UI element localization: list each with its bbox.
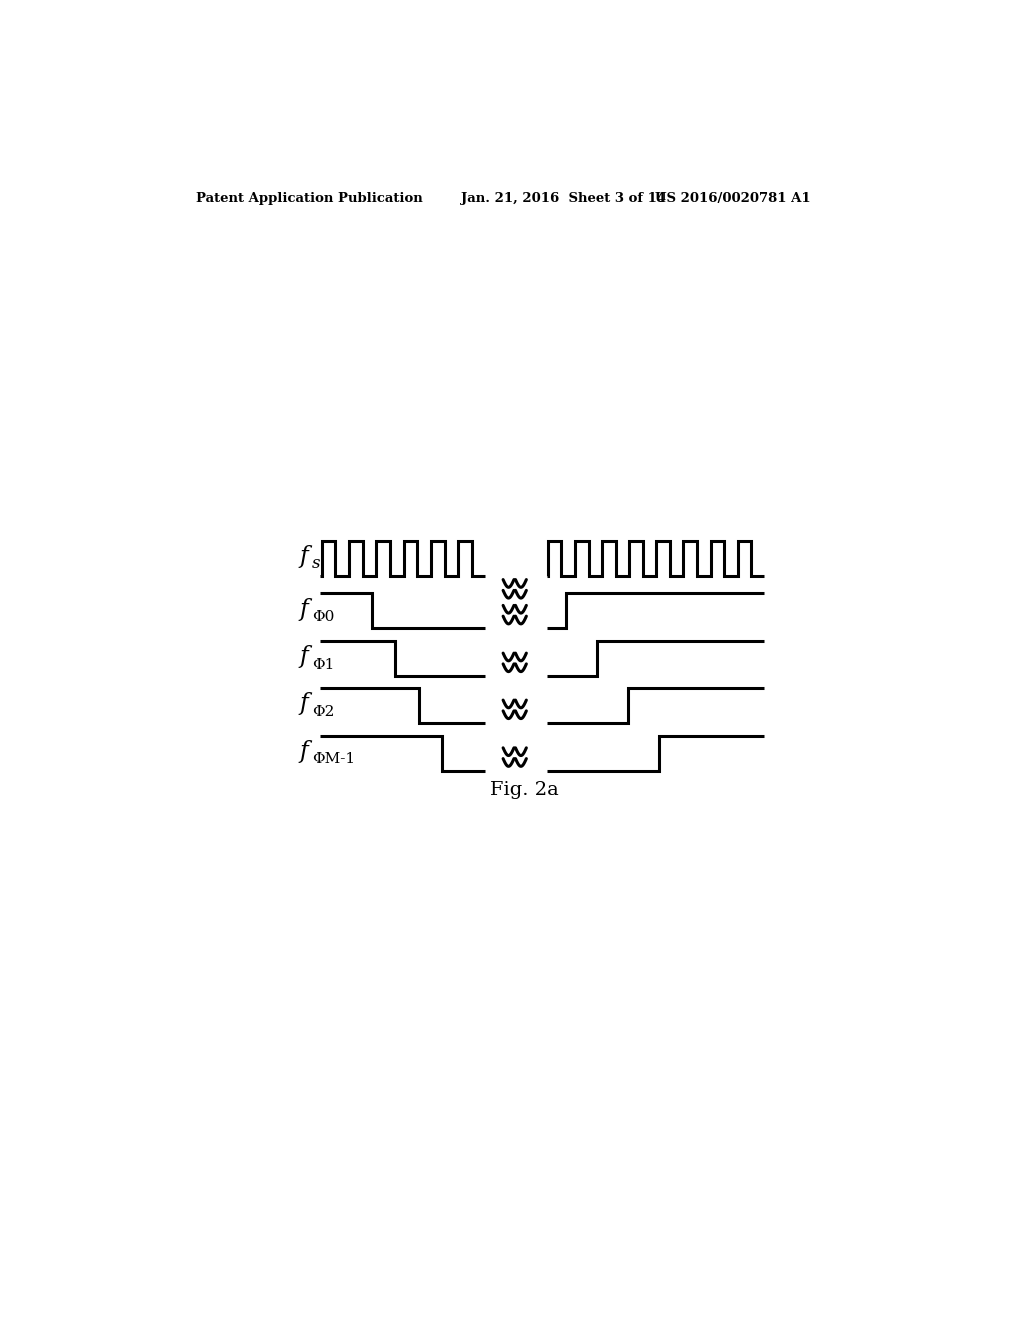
- Text: ΦM-1: ΦM-1: [311, 752, 354, 767]
- Text: f: f: [300, 741, 308, 763]
- Text: s: s: [311, 556, 321, 573]
- Text: Patent Application Publication: Patent Application Publication: [197, 191, 423, 205]
- Text: Φ0: Φ0: [311, 610, 334, 624]
- Text: f: f: [300, 645, 308, 668]
- Text: Fig. 2a: Fig. 2a: [490, 781, 559, 799]
- Text: f: f: [300, 693, 308, 715]
- Text: Φ1: Φ1: [311, 657, 334, 672]
- Text: f: f: [300, 545, 308, 569]
- Text: Φ2: Φ2: [311, 705, 334, 718]
- Text: f: f: [300, 598, 308, 620]
- Text: US 2016/0020781 A1: US 2016/0020781 A1: [655, 191, 811, 205]
- Text: Jan. 21, 2016  Sheet 3 of 14: Jan. 21, 2016 Sheet 3 of 14: [461, 191, 667, 205]
